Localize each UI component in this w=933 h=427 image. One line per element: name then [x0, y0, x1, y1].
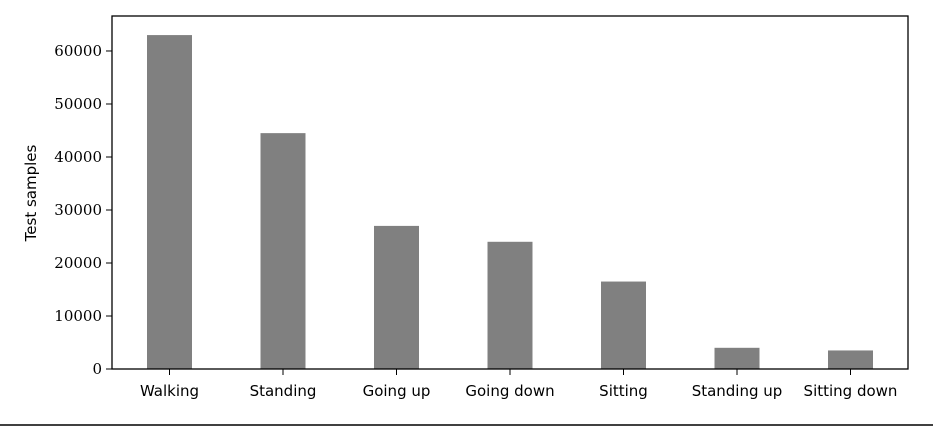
bars-group: [147, 35, 873, 369]
x-tick-label: Going up: [363, 382, 431, 400]
x-axis: Walking Standing Going up Going down Sitting…: [140, 369, 898, 400]
bar-standing: [260, 133, 306, 369]
y-tick-label: 10000: [54, 307, 102, 325]
y-tick-label: 40000: [54, 148, 102, 166]
y-axis: 0 10000 20000 30000 40000 50000 60000: [54, 42, 112, 378]
y-tick-label: 60000: [54, 42, 102, 60]
x-tick-label: Going down: [465, 382, 554, 400]
bar-going-up: [374, 225, 419, 369]
y-tick-label: 30000: [54, 201, 102, 219]
x-tick-label: Sitting: [599, 382, 648, 400]
y-tick-label: 0: [92, 360, 102, 378]
x-tick-label: Walking: [140, 382, 199, 400]
bar-going-down: [487, 241, 533, 369]
y-tick-label: 20000: [54, 254, 102, 272]
y-tick-label: 50000: [54, 95, 102, 113]
bar-sitting-down: [828, 350, 873, 369]
x-tick-label: Sitting down: [804, 382, 898, 400]
x-tick-label: Standing up: [692, 382, 783, 400]
plot-frame: [111, 15, 909, 370]
bar-standing-up: [714, 347, 760, 369]
x-tick-label: Standing: [250, 382, 317, 400]
bar-walking: [147, 35, 192, 369]
bar-sitting: [601, 281, 646, 369]
y-axis-title: Test samples: [22, 144, 40, 242]
